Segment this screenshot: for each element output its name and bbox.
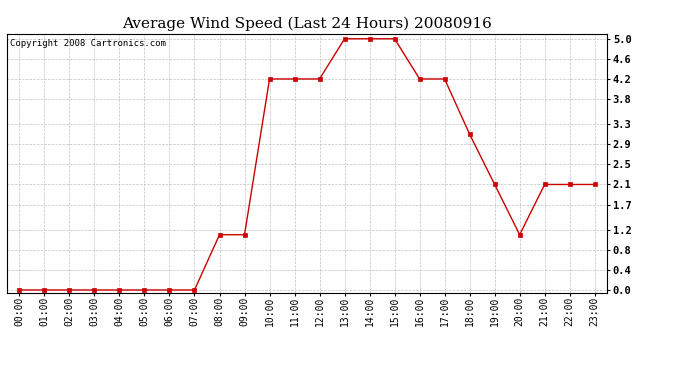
- Text: Copyright 2008 Cartronics.com: Copyright 2008 Cartronics.com: [10, 39, 166, 48]
- Title: Average Wind Speed (Last 24 Hours) 20080916: Average Wind Speed (Last 24 Hours) 20080…: [122, 17, 492, 31]
